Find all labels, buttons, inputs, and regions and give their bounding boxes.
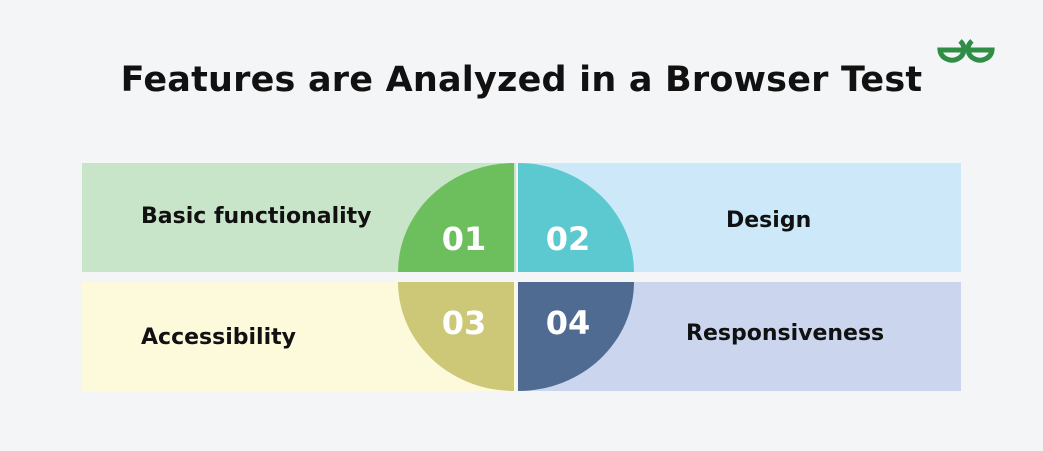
geeksforgeeks-logo-icon <box>937 39 995 63</box>
feature-label-design: Design <box>726 208 812 233</box>
feature-label-accessibility: Accessibility <box>141 325 296 350</box>
quadrant-01 <box>398 163 514 272</box>
feature-number-03: 03 <box>441 304 487 342</box>
page-title: Features are Analyzed in a Browser Test <box>120 60 923 100</box>
quadrant-04 <box>518 282 634 391</box>
feature-number-02: 02 <box>545 220 591 258</box>
quadrant-02 <box>518 163 634 272</box>
feature-number-01: 01 <box>441 220 487 258</box>
feature-label-basic-functionality: Basic functionality <box>141 204 372 229</box>
feature-circle <box>398 163 634 391</box>
feature-label-responsiveness: Responsiveness <box>686 321 885 346</box>
feature-number-04: 04 <box>545 304 591 342</box>
quadrant-03 <box>398 282 514 391</box>
